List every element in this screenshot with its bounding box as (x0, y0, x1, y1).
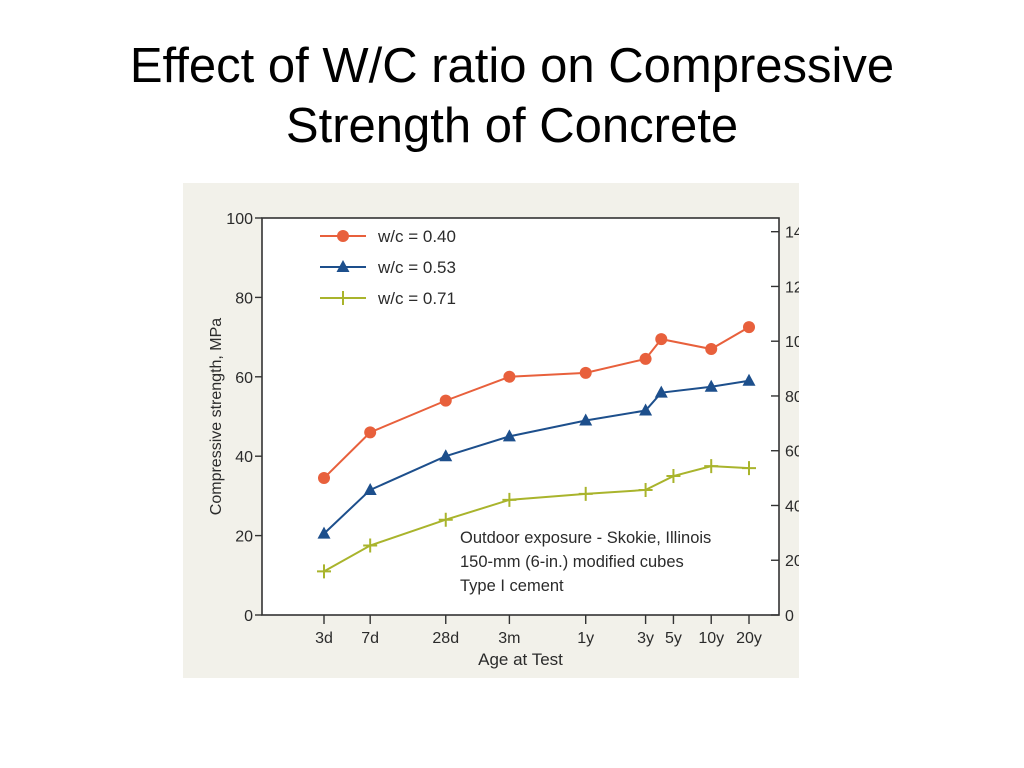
x-axis-title: Age at Test (478, 650, 563, 669)
data-point-series-1 (317, 526, 331, 539)
x-tick-label: 28d (432, 630, 459, 647)
y2-tick-label: 8000 (785, 389, 799, 406)
data-point-series-0 (579, 366, 592, 379)
data-point-series-0 (743, 321, 755, 334)
data-point-series-1 (654, 385, 668, 398)
legend-label: w/c = 0.71 (377, 289, 456, 308)
y-tick-label: 20 (235, 529, 253, 546)
slide-title-line-1: Effect of W/C ratio on Compressive (129, 39, 895, 93)
slide-title: Effect of W/C ratio on Compressive Stren… (0, 36, 1024, 156)
data-point-series-1 (579, 413, 593, 426)
data-point-series-0 (318, 472, 330, 485)
y2-tick-label: 4000 (785, 498, 799, 515)
data-point-series-1 (502, 429, 516, 442)
legend-swatch-marker (337, 230, 349, 242)
y-tick-label: 0 (244, 608, 253, 625)
y-tick-label: 40 (235, 449, 253, 466)
y2-tick-label: 14000 (785, 225, 799, 242)
x-tick-label: 3m (498, 630, 520, 647)
data-point-series-0 (655, 333, 668, 346)
data-point-series-2 (438, 512, 453, 527)
annotation-line: 150-mm (6-in.) modified cubes (460, 553, 684, 571)
x-tick-label: 3y (637, 630, 654, 647)
data-point-series-2 (502, 492, 517, 507)
y2-tick-label: 0 (785, 608, 794, 625)
legend-swatch-marker (336, 260, 350, 272)
x-tick-label: 10y (698, 630, 724, 647)
y-axis-title: Compressive strength, MPa (208, 318, 225, 516)
data-point-series-0 (639, 352, 652, 365)
y2-tick-label: 2000 (785, 553, 799, 570)
data-point-series-0 (503, 370, 516, 383)
legend-label: w/c = 0.40 (377, 227, 456, 246)
data-point-series-0 (439, 394, 452, 407)
x-tick-label: 20y (736, 630, 762, 647)
y-tick-label: 60 (235, 370, 253, 387)
y2-tick-label: 12000 (785, 279, 799, 296)
chart-figure: 0 20 40 60 80 100 0 2000 4000 6000 8000 10000 12000 1… (183, 183, 799, 678)
legend-label: w/c = 0.53 (377, 258, 456, 277)
x-tick-label: 1y (577, 630, 594, 647)
data-point-series-1 (742, 373, 756, 386)
y2-tick-label: 10000 (785, 334, 799, 351)
annotation-line: Type I cement (460, 577, 564, 595)
data-point-series-2 (638, 482, 653, 497)
y2-tick-label: 6000 (785, 444, 799, 461)
data-point-series-2 (666, 469, 681, 484)
data-point-series-1 (639, 403, 653, 416)
annotation-line: Outdoor exposure - Skokie, Illinois (460, 529, 711, 547)
data-point-series-2 (704, 459, 719, 474)
data-point-series-1 (363, 482, 377, 495)
y-tick-label: 80 (235, 290, 253, 307)
x-tick-label: 7d (361, 630, 379, 647)
data-point-series-1 (439, 449, 453, 462)
data-point-series-2 (363, 538, 378, 553)
data-point-series-1 (704, 379, 718, 392)
strength-chart: 0 20 40 60 80 100 0 2000 4000 6000 8000 10000 12000 1… (208, 211, 799, 669)
plot-area (261, 217, 780, 616)
legend-swatch-marker (336, 291, 350, 305)
data-point-series-2 (578, 486, 593, 501)
data-point-series-0 (705, 343, 718, 356)
data-point-series-2 (742, 461, 756, 476)
slide-title-line-2: Strength of Concrete (285, 99, 739, 153)
data-point-series-0 (364, 426, 377, 439)
y-tick-label: 100 (226, 211, 253, 228)
data-point-series-2 (317, 564, 331, 579)
x-tick-label: 5y (665, 630, 682, 647)
x-tick-label: 3d (315, 630, 333, 647)
